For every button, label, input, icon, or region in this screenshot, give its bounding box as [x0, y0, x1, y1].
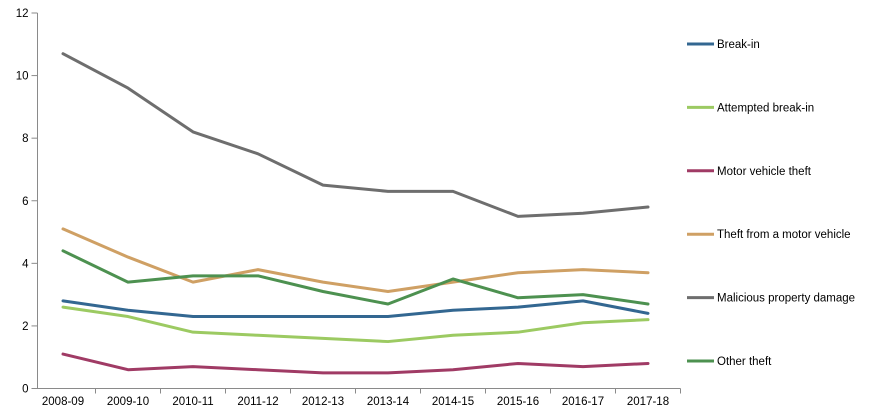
x-axis-ticks: 2008-09 2009-10 2010-11 2011-12 2012-13 2013-…	[42, 388, 681, 408]
legend-item-motor-vehicle-theft: Motor vehicle theft	[687, 166, 812, 178]
y-tick-label: 6	[22, 196, 28, 208]
x-tick-label: 2011-12	[237, 396, 278, 408]
series-line-attempted-break-in	[61, 305, 650, 344]
y-tick-label: 12	[16, 8, 29, 20]
x-tick-label: 2010-11	[172, 396, 213, 408]
legend-item-other-theft: Other theft	[687, 356, 772, 368]
legend-label: Motor vehicle theft	[717, 166, 812, 178]
y-tick-label: 0	[22, 384, 28, 396]
legend-item-theft-from-a-motor-vehicle: Theft from a motor vehicle	[687, 229, 851, 241]
x-tick-label: 2017-18	[627, 396, 669, 408]
x-tick-label: 2008-09	[42, 396, 84, 408]
legend-label: Theft from a motor vehicle	[717, 229, 851, 241]
x-tick-label: 2015-16	[497, 396, 539, 408]
legend-label: Other theft	[717, 356, 772, 368]
y-tick-label: 10	[16, 71, 29, 83]
x-tick-label: 2009-10	[107, 396, 149, 408]
x-tick-label: 2016-17	[562, 396, 604, 408]
x-tick-label: 2014-15	[432, 396, 474, 408]
legend-label: Attempted break-in	[717, 102, 814, 114]
series-line-motor-vehicle-theft	[61, 352, 650, 375]
series-lines	[61, 52, 650, 375]
legend-item-attempted-break-in: Attempted break-in	[687, 102, 814, 114]
series-line-other-theft	[61, 249, 650, 306]
series-line-break-in	[61, 299, 650, 319]
legend-item-malicious-property-damage: Malicious property damage	[687, 293, 855, 305]
y-axis-ticks: 0 2 4 6 8 10 12	[16, 8, 38, 396]
chart-legend: Break-in Attempted break-in Motor vehicle …	[687, 39, 855, 368]
y-tick-label: 8	[22, 133, 28, 145]
legend-label: Break-in	[717, 39, 760, 51]
y-tick-label: 4	[22, 258, 29, 270]
series-line-theft-from-a-motor-vehicle	[61, 227, 650, 293]
x-tick-label: 2013-14	[367, 396, 410, 408]
series-line-malicious-property-damage	[61, 52, 650, 218]
legend-label: Malicious property damage	[717, 293, 855, 305]
y-tick-label: 2	[22, 321, 28, 333]
x-tick-label: 2012-13	[302, 396, 344, 408]
legend-item-break-in: Break-in	[687, 39, 760, 51]
axes	[37, 13, 681, 389]
